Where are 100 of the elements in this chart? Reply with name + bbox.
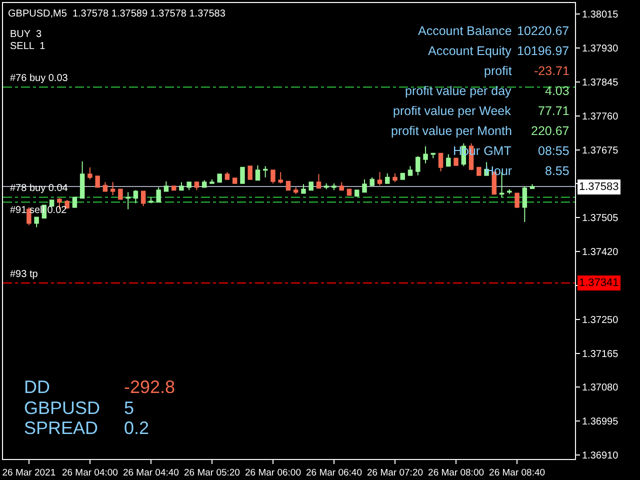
candlestick bbox=[118, 188, 123, 200]
candlestick bbox=[507, 188, 512, 195]
annotation: profit value per Month bbox=[391, 124, 512, 138]
ref-line-label: #93 tp bbox=[10, 269, 38, 280]
candlestick bbox=[339, 182, 344, 191]
candlestick bbox=[400, 172, 406, 180]
candlestick bbox=[416, 156, 420, 176]
candlestick bbox=[430, 152, 436, 159]
candlestick bbox=[294, 186, 298, 195]
candlestick bbox=[255, 164, 260, 181]
y-tick-label: 1.38015 bbox=[582, 10, 619, 21]
ref-line-label: #76 buy 0.03 bbox=[10, 73, 68, 84]
y-tick-label: 1.37675 bbox=[582, 145, 619, 156]
x-tick-label: 26 Mar 07:20 bbox=[367, 467, 423, 478]
candlestick bbox=[476, 166, 482, 176]
candlestick bbox=[49, 200, 54, 207]
x-tick-label: 26 Mar 08:40 bbox=[489, 467, 546, 478]
annotation: 4.03 bbox=[545, 84, 570, 98]
candlestick bbox=[392, 172, 398, 183]
candlestick bbox=[194, 180, 200, 191]
annotation: GBPUSD bbox=[24, 398, 100, 418]
candlestick bbox=[324, 182, 329, 190]
annotation: DD bbox=[24, 377, 50, 397]
candlestick bbox=[278, 172, 283, 184]
candlestick bbox=[133, 190, 138, 204]
candlestick bbox=[346, 188, 352, 196]
candlestick bbox=[286, 180, 291, 191]
annotation: 5 bbox=[124, 398, 134, 418]
candlestick bbox=[186, 182, 192, 191]
candlestick bbox=[140, 190, 146, 207]
y-tick-label: 1.37760 bbox=[582, 111, 619, 122]
annotation: -23.71 bbox=[534, 64, 570, 78]
annotation: BUY 3 bbox=[10, 29, 42, 40]
candlestick bbox=[164, 180, 169, 192]
candlestick bbox=[262, 166, 268, 178]
x-tick-label: 26 Mar 04:40 bbox=[122, 467, 179, 478]
candlestick bbox=[408, 166, 413, 176]
candlestick bbox=[270, 170, 276, 184]
candlestick bbox=[156, 186, 161, 203]
x-tick-label: 26 Mar 06:00 bbox=[244, 467, 301, 478]
y-tick-label: 1.36995 bbox=[582, 416, 619, 428]
candlestick bbox=[301, 184, 306, 194]
candlestick bbox=[148, 196, 154, 204]
annotation: Account Balance bbox=[418, 24, 512, 38]
candlestick bbox=[80, 160, 85, 199]
candlestick bbox=[224, 172, 230, 180]
y-tick-label: 1.36910 bbox=[582, 450, 619, 462]
annotation: 220.67 bbox=[531, 124, 570, 138]
annotation: 1.37341 bbox=[579, 277, 619, 289]
y-tick-label: 1.37080 bbox=[582, 382, 619, 394]
x-tick-label: 26 Mar 2021 bbox=[2, 467, 56, 478]
y-tick-label: 1.37165 bbox=[582, 348, 619, 360]
candlestick bbox=[232, 178, 238, 184]
annotation: 0.2 bbox=[124, 418, 150, 438]
annotation: -292.8 bbox=[124, 377, 176, 397]
candlestick bbox=[438, 152, 444, 172]
candlestick bbox=[454, 158, 458, 166]
candlestick bbox=[240, 166, 245, 184]
annotation: SELL 1 bbox=[10, 41, 46, 52]
candlestick bbox=[95, 176, 100, 188]
candlestick bbox=[354, 190, 360, 197]
candlestick bbox=[522, 186, 528, 223]
candlestick bbox=[110, 182, 116, 196]
x-tick-label: 26 Mar 05:20 bbox=[184, 467, 240, 478]
candlestick bbox=[423, 146, 428, 164]
candlestick bbox=[530, 184, 535, 190]
x-tick-label: 26 Mar 06:40 bbox=[306, 467, 362, 478]
annotation: SPREAD bbox=[24, 418, 98, 438]
annotation: 77.71 bbox=[538, 104, 570, 118]
candlestick bbox=[308, 182, 314, 191]
candlestick bbox=[377, 172, 382, 186]
candlestick bbox=[202, 180, 207, 188]
x-tick-label: 26 Mar 08:00 bbox=[428, 467, 484, 478]
candlestick bbox=[126, 192, 130, 210]
annotation: 1.37583 bbox=[579, 181, 619, 193]
annotation: 10196.97 bbox=[517, 44, 570, 58]
y-tick-label: 1.37420 bbox=[582, 247, 619, 258]
y-tick-label: 1.37250 bbox=[582, 314, 619, 326]
candlestick bbox=[72, 196, 78, 209]
annotation: 10220.67 bbox=[517, 24, 570, 38]
candlestick bbox=[102, 182, 108, 192]
annotation: 8.55 bbox=[545, 164, 570, 178]
x-tick-label: 26 Mar 04:00 bbox=[62, 467, 118, 478]
candlestick bbox=[26, 206, 32, 226]
candlestick bbox=[316, 174, 322, 189]
candlestick bbox=[385, 172, 390, 184]
annotation: profit value per day bbox=[405, 84, 512, 98]
candlestick bbox=[514, 192, 520, 209]
y-tick-label: 1.37505 bbox=[582, 213, 619, 224]
text: GBPUSD,M5 1.37578 1.37589 1.37578 1.37583 bbox=[8, 8, 226, 20]
candlestick bbox=[64, 200, 70, 209]
candlestick bbox=[362, 178, 367, 193]
candlestick bbox=[217, 174, 222, 183]
candlestick bbox=[248, 166, 252, 180]
candlestick bbox=[332, 182, 336, 191]
y-tick-label: 1.37845 bbox=[582, 77, 619, 88]
candlestick bbox=[370, 176, 374, 187]
annotation: profit value per Week bbox=[393, 104, 512, 118]
y-tick-label: 1.37930 bbox=[582, 44, 619, 55]
candlestick bbox=[88, 166, 92, 180]
